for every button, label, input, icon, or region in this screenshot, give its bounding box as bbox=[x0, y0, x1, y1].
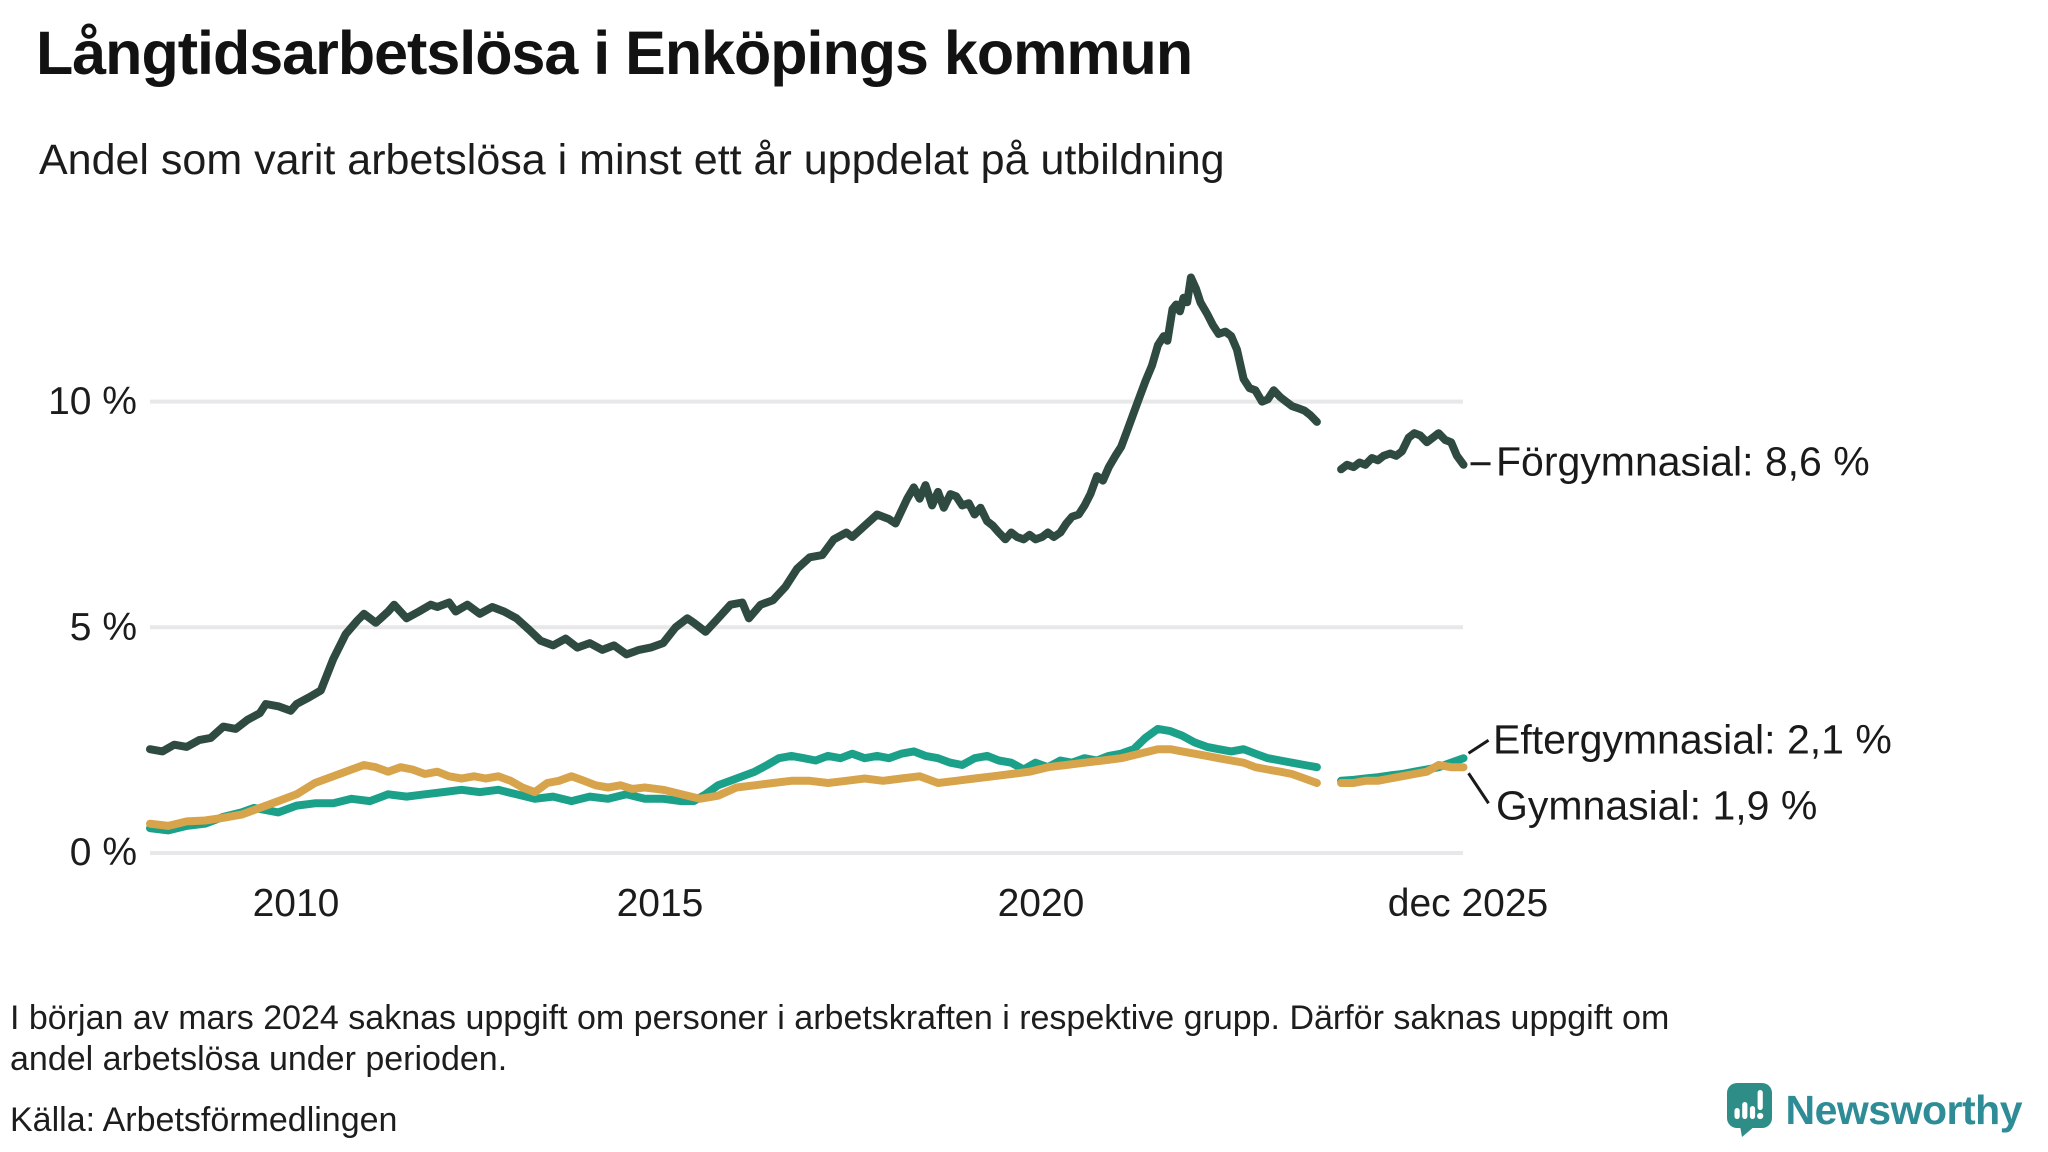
annotation-connector-eftergymnasial bbox=[1467, 738, 1490, 755]
series-line-gymnasial-segment-1 bbox=[146, 745, 1321, 830]
series-line-eftergymnasial-segment-1 bbox=[146, 724, 1321, 835]
newsworthy-bubble-chart-icon bbox=[1726, 1083, 1772, 1137]
y-axis-tick-5: 5 % bbox=[69, 606, 137, 649]
x-axis-tick-2020: 2020 bbox=[997, 882, 1085, 925]
x-axis-tick-2010: 2010 bbox=[252, 882, 340, 925]
page-subtitle: Andel som varit arbetslösa i minst ett å… bbox=[39, 136, 1225, 184]
x-axis-tick-dec-2025: dec 2025 bbox=[1387, 882, 1549, 925]
annotation-connector-gymnasial bbox=[1467, 772, 1490, 805]
series-line-forgymnasial-segment-2 bbox=[1337, 429, 1468, 474]
series-end-label-forgymnasial: Förgymnasial: 8,6 % bbox=[1496, 438, 1870, 485]
source-label: Källa: Arbetsförmedlingen bbox=[10, 1101, 398, 1139]
page-title: Långtidsarbetslösa i Enköpings kommun bbox=[36, 19, 1193, 87]
series-line-gymnasial-segment-2 bbox=[1337, 761, 1468, 787]
series-line-forgymnasial-segment-1 bbox=[146, 273, 1321, 756]
footnote-line-1: I början av mars 2024 saknas uppgift om … bbox=[10, 999, 1670, 1037]
y-axis-tick-0: 0 % bbox=[69, 831, 137, 874]
newsworthy-logo: Newsworthy bbox=[1726, 1082, 2023, 1138]
footnote: I början av mars 2024 saknas uppgift om … bbox=[10, 998, 1669, 1080]
series-end-label-eftergymnasial: Eftergymnasial: 2,1 % bbox=[1493, 716, 1892, 763]
series-end-label-gymnasial: Gymnasial: 1,9 % bbox=[1496, 782, 1818, 829]
x-axis-tick-2015: 2015 bbox=[616, 882, 704, 925]
y-axis-tick-10: 10 % bbox=[48, 380, 137, 423]
footnote-line-2: andel arbetslösa under perioden. bbox=[10, 1040, 508, 1078]
newsworthy-logo-text: Newsworthy bbox=[1785, 1086, 2023, 1133]
